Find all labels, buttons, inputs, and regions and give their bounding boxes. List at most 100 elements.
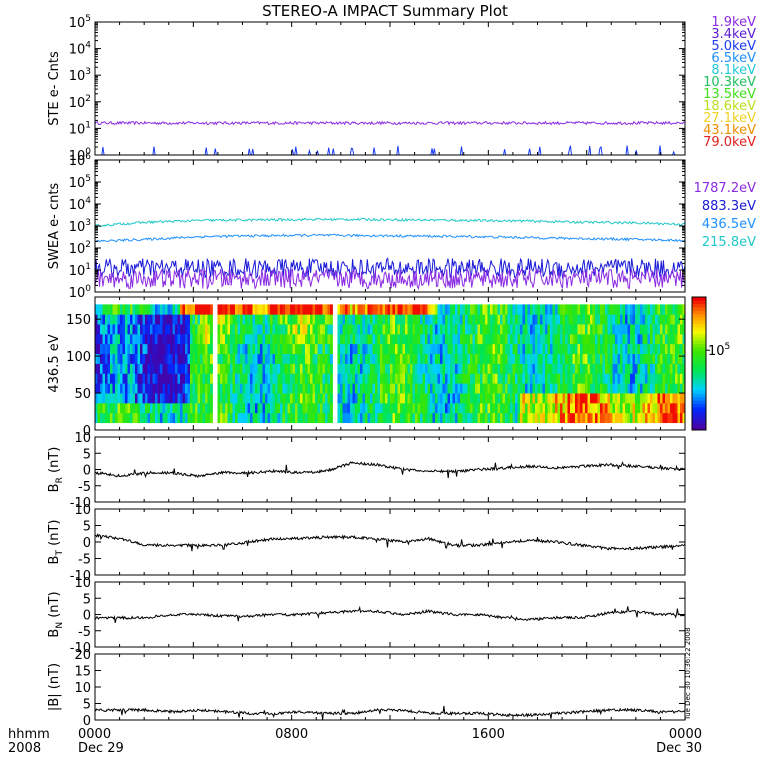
- heatmap-cell: [527, 402, 531, 414]
- heatmap-cell: [520, 393, 523, 404]
- heatmap-cell: [580, 304, 583, 315]
- heatmap-cell: [520, 363, 523, 374]
- heatmap-cell: [455, 412, 458, 424]
- heatmap-cell: [580, 402, 583, 414]
- heatmap-cell: [672, 324, 676, 335]
- heatmap-cell: [395, 373, 398, 384]
- heatmap-cell: [297, 304, 301, 315]
- heatmap-cell: [680, 363, 683, 374]
- heatmap-cell: [597, 353, 601, 364]
- heatmap-cell: [370, 353, 373, 364]
- heatmap-cell: [527, 363, 531, 374]
- heatmap-cell: [97, 343, 101, 355]
- heatmap-cell: [427, 353, 431, 364]
- heatmap-cell: [430, 363, 433, 374]
- heatmap-cell: [425, 363, 428, 374]
- heatmap-cell: [602, 353, 606, 364]
- heatmap-cell: [295, 343, 298, 355]
- heatmap-cell: [432, 304, 436, 315]
- heatmap-cell: [480, 343, 483, 355]
- heatmap-cell: [402, 412, 406, 424]
- heatmap-cell: [362, 304, 366, 315]
- heatmap-cell: [452, 402, 456, 414]
- heatmap-cell: [315, 373, 318, 384]
- heatmap-cell: [160, 373, 163, 384]
- heatmap-cell: [627, 343, 631, 355]
- heatmap-cell: [262, 314, 266, 325]
- heatmap-cell: [542, 304, 546, 315]
- heatmap-cell: [590, 383, 593, 394]
- heatmap-cell: [575, 314, 578, 325]
- plot-area: [94, 705, 686, 721]
- heatmap-cell: [392, 402, 396, 414]
- y-tick-label: -5: [78, 553, 91, 568]
- heatmap-cell: [652, 324, 656, 335]
- heatmap-cell: [562, 333, 566, 345]
- heatmap-cell: [510, 314, 513, 325]
- heatmap-cell: [210, 324, 213, 335]
- heatmap-cell: [127, 324, 131, 335]
- heatmap-cell: [187, 412, 191, 424]
- heatmap-cell: [287, 363, 291, 374]
- heatmap-cell: [202, 333, 206, 345]
- heatmap-cell: [567, 373, 571, 384]
- heatmap-cell: [115, 353, 118, 364]
- heatmap-cell: [292, 333, 296, 345]
- heatmap-cell: [590, 412, 593, 424]
- heatmap-cell: [230, 353, 233, 364]
- heatmap-cell: [592, 304, 596, 315]
- colorbar-segment: [692, 413, 706, 418]
- heatmap-cell: [137, 373, 141, 384]
- plot-area: [94, 461, 686, 479]
- heatmap-cell: [660, 393, 663, 404]
- heatmap-cell: [662, 324, 666, 335]
- heatmap-cell: [477, 333, 481, 345]
- heatmap-cell: [130, 402, 133, 414]
- heatmap-cell: [230, 412, 233, 424]
- heatmap-cell: [492, 412, 496, 424]
- heatmap-cell: [210, 383, 213, 394]
- heatmap-cell: [530, 353, 533, 364]
- heatmap-cell: [660, 412, 663, 424]
- heatmap-cell: [445, 304, 448, 315]
- heatmap-cell: [447, 324, 451, 335]
- heatmap-cell: [572, 304, 576, 315]
- heatmap-cell: [520, 333, 523, 345]
- heatmap-cell: [467, 412, 471, 424]
- heatmap-cell: [160, 314, 163, 325]
- heatmap-cell: [660, 324, 663, 335]
- heatmap-cell: [310, 363, 313, 374]
- heatmap-cell: [360, 402, 363, 414]
- heatmap-cell: [235, 324, 238, 335]
- heatmap-cell: [100, 314, 103, 325]
- heatmap-cell: [147, 412, 151, 424]
- heatmap-cell: [435, 393, 438, 404]
- heatmap-cell: [630, 324, 633, 335]
- heatmap-cell: [107, 383, 111, 394]
- heatmap-cell: [125, 333, 128, 345]
- heatmap-cell: [210, 314, 213, 325]
- heatmap-cell: [240, 353, 243, 364]
- heatmap-cell: [172, 373, 176, 384]
- heatmap-cell: [442, 333, 446, 345]
- heatmap-cell: [270, 383, 273, 394]
- heatmap-cell: [372, 343, 376, 355]
- heatmap-cell: [252, 373, 256, 384]
- heatmap-cell: [382, 343, 386, 355]
- heatmap-cell: [412, 402, 416, 414]
- heatmap-cell: [155, 383, 158, 394]
- heatmap-cell: [412, 373, 416, 384]
- heatmap-cell: [192, 402, 196, 414]
- heatmap-cell: [492, 363, 496, 374]
- heatmap-cell: [680, 393, 683, 404]
- heatmap-cell: [517, 304, 521, 315]
- heatmap-cell: [522, 353, 526, 364]
- heatmap-cell: [407, 343, 411, 355]
- heatmap-cell: [255, 412, 258, 424]
- heatmap-cell: [637, 353, 641, 364]
- heatmap-cell: [330, 343, 333, 355]
- heatmap-cell: [527, 314, 531, 325]
- heatmap-cell: [100, 363, 103, 374]
- heatmap-cell: [525, 402, 528, 414]
